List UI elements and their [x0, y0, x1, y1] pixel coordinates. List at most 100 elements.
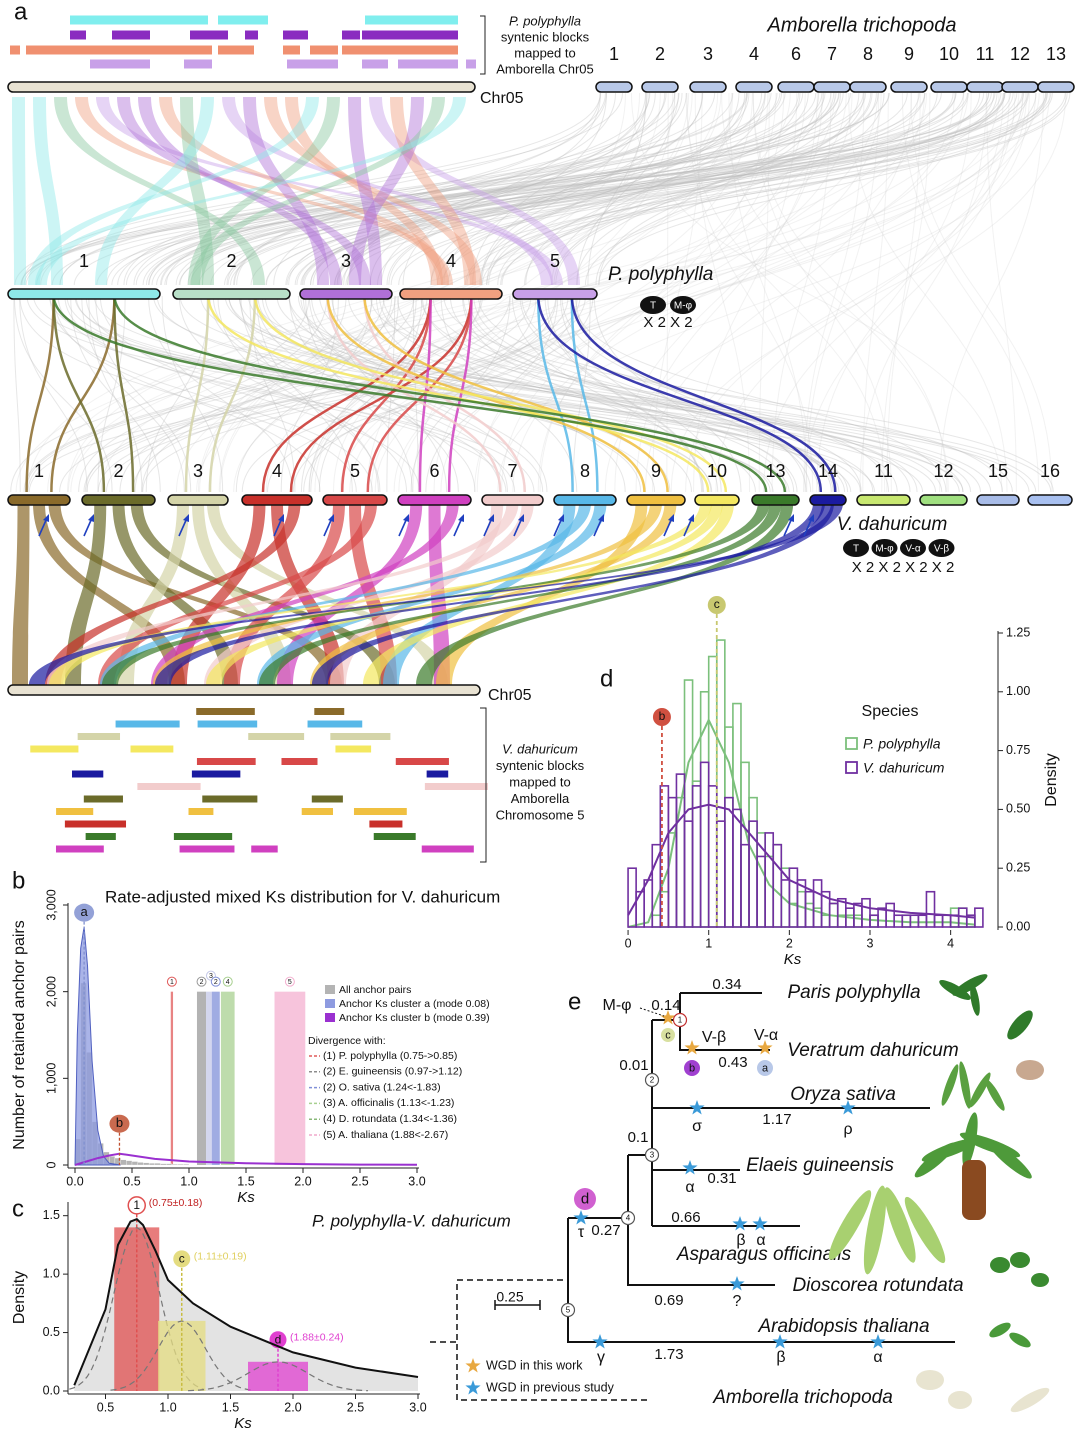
chart-title: P. polyphylla-V. dahuricum	[312, 1211, 511, 1230]
synteny-line	[70, 295, 161, 493]
synteny-block	[251, 845, 278, 853]
density-area	[74, 926, 121, 1166]
wgd-star	[592, 1334, 608, 1349]
synteny-line	[604, 92, 1028, 493]
synteny-line	[390, 92, 1006, 286]
event-badge	[871, 539, 898, 557]
arrow	[663, 517, 673, 537]
synteny-line	[366, 92, 647, 493]
synteny-line	[486, 92, 938, 286]
synteny-line	[285, 92, 844, 286]
legend-text: Chromosome 5	[496, 807, 585, 822]
synteny-line	[576, 92, 676, 286]
y-tick-label: 1.00	[1006, 684, 1030, 698]
synteny-line	[310, 92, 920, 286]
synteny-line	[479, 92, 746, 286]
synteny-line	[347, 92, 683, 286]
branch-length: 0.69	[654, 1292, 683, 1309]
synteny-line	[488, 92, 801, 286]
chromosome-number: 4	[749, 44, 759, 64]
event-label: V-α	[905, 544, 920, 555]
synteny-block	[190, 30, 228, 40]
synteny-block	[173, 833, 233, 840]
event-marker-label: c	[665, 1029, 671, 1041]
synteny-line	[125, 92, 783, 286]
legend-star	[465, 1358, 481, 1373]
branch-length: 0.31	[707, 1170, 736, 1187]
tree-node	[672, 1012, 688, 1028]
scale-bar	[494, 1300, 541, 1310]
synteny-line	[421, 295, 795, 493]
synteny-line	[276, 295, 943, 493]
synteny-line	[512, 92, 882, 493]
synteny-line	[88, 295, 143, 493]
synteny-line	[816, 92, 972, 493]
synteny-block	[70, 15, 208, 25]
illustration	[1031, 1273, 1049, 1287]
x-tick-label: 2.0	[284, 1400, 301, 1414]
synteny-line	[96, 92, 1029, 286]
synteny-ribbon	[390, 97, 476, 285]
synteny-line	[19, 295, 357, 493]
x-tick-label: 1.0	[180, 1174, 197, 1188]
synteny-line	[179, 92, 926, 286]
synteny-line	[106, 92, 786, 286]
synteny-block	[85, 833, 116, 840]
synteny-line	[333, 92, 1048, 286]
synteny-line	[584, 92, 998, 286]
synteny-line	[200, 295, 981, 493]
synteny-line	[292, 295, 578, 493]
synteny-block	[115, 720, 180, 728]
synteny-line	[370, 295, 1013, 493]
arrow	[553, 517, 563, 537]
synteny-line	[575, 295, 807, 493]
chromosome-number: 8	[863, 44, 873, 64]
synteny-line	[25, 295, 396, 493]
tree-node-label: 3	[650, 1151, 655, 1160]
synteny-line	[236, 92, 607, 286]
illustration	[1010, 1252, 1030, 1268]
synteny-line	[198, 92, 1052, 286]
synteny-line	[148, 92, 734, 286]
synteny-line	[175, 92, 823, 286]
bar	[131, 1161, 138, 1166]
synteny-line	[347, 92, 650, 286]
synteny-line	[381, 92, 656, 286]
synteny-line	[294, 92, 1014, 286]
synteny-line	[300, 92, 1066, 286]
synteny-line	[644, 92, 913, 493]
chromosome-number: 1	[34, 461, 44, 481]
band-marker	[210, 976, 221, 987]
synteny-line	[84, 295, 428, 493]
illustration	[939, 980, 971, 1000]
arrow-head	[328, 514, 334, 522]
wgd-event: V-β	[702, 1029, 726, 1046]
arrow	[323, 517, 333, 537]
synteny-block	[287, 59, 338, 69]
synteny-block	[362, 30, 458, 40]
chromosome	[1037, 81, 1075, 93]
chromosome-number: 5	[350, 461, 360, 481]
synteny-line	[51, 92, 992, 286]
chromosome	[809, 494, 847, 506]
synteny-line	[547, 295, 704, 493]
synteny-block	[398, 59, 458, 69]
bar	[137, 1162, 144, 1166]
synteny-line	[187, 92, 817, 286]
chromosome-number: 3	[703, 44, 713, 64]
synteny-line	[196, 92, 1026, 493]
synteny-line	[334, 92, 766, 286]
synteny-line	[685, 92, 886, 493]
synteny-line	[141, 295, 373, 493]
taxon-name: Asparagus officinalis	[676, 1244, 852, 1265]
synteny-line	[939, 92, 1044, 493]
legend-text: Amborella Chr05	[496, 61, 594, 76]
arrow-head	[808, 514, 814, 522]
illustration	[990, 1257, 1010, 1273]
band-marker	[222, 976, 233, 987]
synteny-block	[30, 745, 79, 753]
synteny-block	[56, 808, 94, 815]
synteny-ribbon	[138, 97, 342, 285]
synteny-block	[281, 758, 318, 765]
y-tick-label: 1.25	[1006, 625, 1030, 639]
